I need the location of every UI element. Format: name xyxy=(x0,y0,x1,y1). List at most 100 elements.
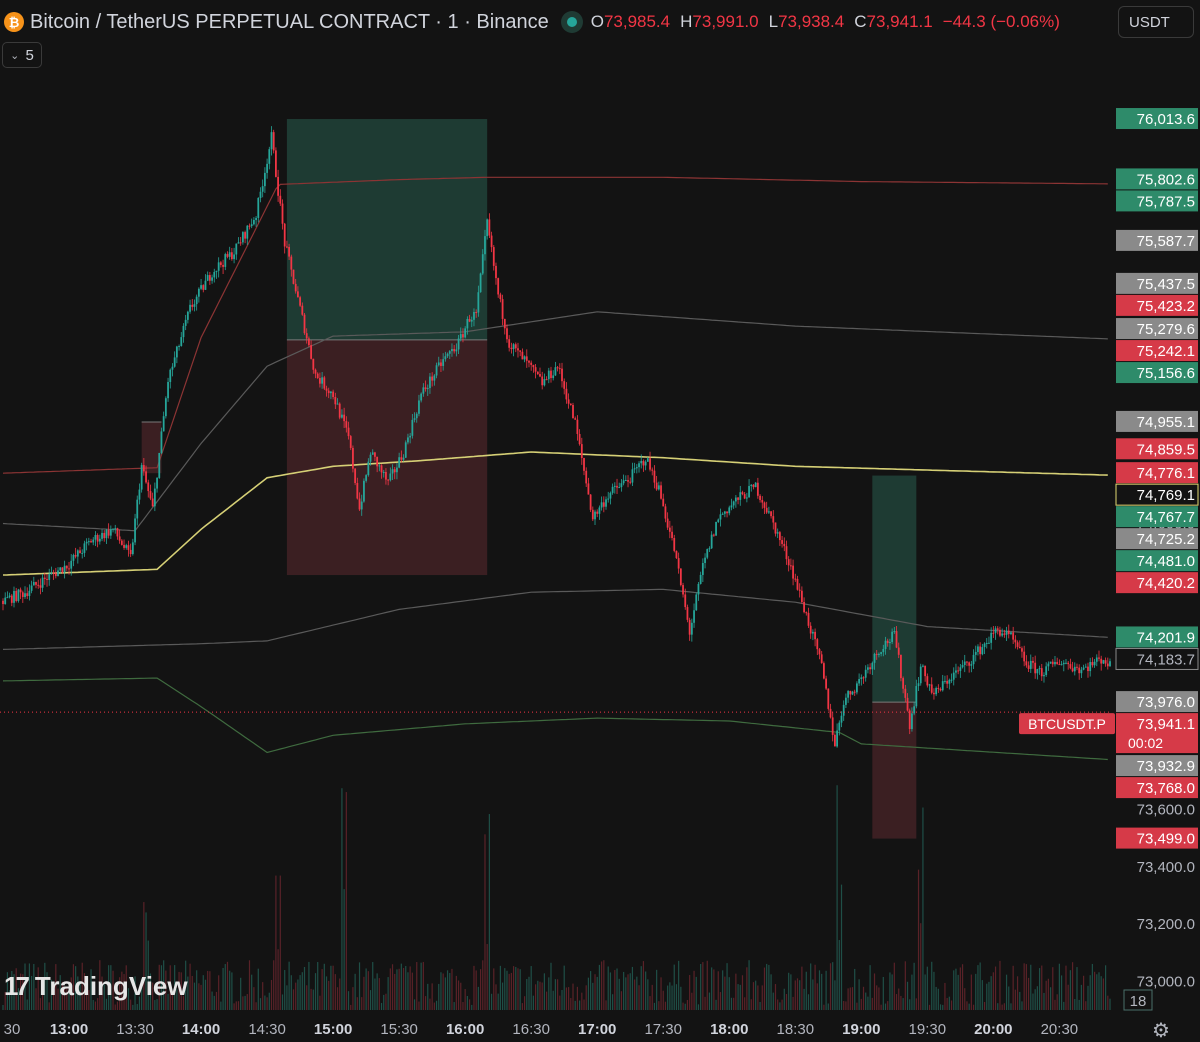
volume-bar xyxy=(94,1001,97,1010)
candle-body xyxy=(374,452,376,457)
candle-body xyxy=(327,390,330,394)
candle-body xyxy=(902,678,905,689)
volume-bar xyxy=(4,991,6,1010)
candle-body xyxy=(662,498,665,507)
candle-body xyxy=(479,273,482,293)
gear-icon[interactable]: ⚙ xyxy=(1152,1020,1170,1042)
candle-body xyxy=(845,697,847,705)
candle-body xyxy=(730,505,733,508)
candle-body xyxy=(719,514,722,520)
candle-body xyxy=(153,488,156,507)
volume-bar xyxy=(136,1004,138,1010)
candle-body xyxy=(616,485,618,488)
volume-bar xyxy=(405,966,407,1010)
volume-bar xyxy=(226,961,229,1010)
volume-bar xyxy=(92,1000,94,1010)
price-label: 73,976.0 xyxy=(1116,691,1198,713)
volume-bar xyxy=(532,995,534,1010)
volume-bar xyxy=(409,966,411,1010)
candle-body xyxy=(510,347,513,350)
candle-body xyxy=(723,511,726,514)
volume-bar xyxy=(1019,991,1021,1010)
candle-body xyxy=(715,521,717,536)
price-label-box xyxy=(1115,483,1199,506)
volume-bar xyxy=(50,979,53,1010)
volume-bar xyxy=(358,962,361,1010)
volume-bar xyxy=(361,997,363,1010)
tradingview-logo[interactable]: 17 TradingView xyxy=(4,968,188,1004)
candle-body xyxy=(572,404,574,419)
volume-bar xyxy=(39,998,42,1010)
volume-bar xyxy=(882,976,884,1010)
volume-bar xyxy=(1054,999,1056,1010)
price-label-box xyxy=(1116,229,1198,251)
volume-bar xyxy=(816,983,818,1010)
volume-bar xyxy=(739,984,741,1010)
candle-body xyxy=(136,499,139,519)
candle-body xyxy=(206,275,209,281)
volume-bar xyxy=(1065,965,1067,1010)
candle-body xyxy=(239,242,242,244)
candle-body xyxy=(332,391,335,398)
volume-bar xyxy=(108,965,110,1010)
volume-bar xyxy=(497,993,499,1010)
volume-bar xyxy=(420,962,422,1010)
candle-body xyxy=(682,585,684,595)
candle-body xyxy=(519,350,522,352)
volume-bar xyxy=(942,1004,944,1010)
candle-body xyxy=(486,219,489,237)
candle-body xyxy=(547,370,550,380)
price-label-text: 73,976.0 xyxy=(1137,694,1195,711)
volume-bar xyxy=(336,987,339,1010)
price-label-text: 75,242.1 xyxy=(1137,343,1195,360)
candle-body xyxy=(107,529,110,536)
candle-body xyxy=(541,376,544,386)
candle-body xyxy=(180,337,183,347)
candle-body xyxy=(1047,663,1050,667)
volume-bar xyxy=(165,970,167,1010)
volume-bar xyxy=(999,960,1001,1010)
change-value: −44.3 (−0.06%) xyxy=(942,12,1060,31)
candle-body xyxy=(120,540,123,545)
symbol-title[interactable]: Bitcoin / TetherUS PERPETUAL CONTRACT · … xyxy=(30,10,549,33)
candle-body xyxy=(600,502,603,508)
candle-body xyxy=(862,677,865,679)
volume-bar xyxy=(625,977,627,1010)
price-label-text: 74,776.1 xyxy=(1137,465,1195,482)
candle-body xyxy=(704,557,706,563)
candle-body xyxy=(330,391,332,394)
volume-bar xyxy=(442,973,444,1010)
price-label: 74,201.9 xyxy=(1116,626,1198,648)
candle-body xyxy=(68,568,70,570)
volume-bar xyxy=(356,997,358,1010)
market-status-icon[interactable] xyxy=(560,11,583,33)
volume-bar xyxy=(127,988,130,1010)
volume-bar xyxy=(895,994,898,1010)
price-label: 73,499.0 xyxy=(1116,827,1198,849)
volume-bar xyxy=(413,999,416,1010)
volume-bar xyxy=(301,972,303,1010)
volume-bar xyxy=(198,983,200,1010)
indicators-toggle[interactable]: ⌄ 5 xyxy=(2,42,42,68)
volume-bar xyxy=(658,1001,660,1010)
candle-body xyxy=(202,285,205,290)
volume-bar xyxy=(748,960,750,1010)
currency-selector[interactable]: USDT xyxy=(1118,6,1194,38)
candle-body xyxy=(409,435,412,438)
price-label-text: 74,183.7 xyxy=(1137,651,1195,668)
volume-bar xyxy=(277,949,279,1010)
candle-body xyxy=(63,565,66,573)
volume-bar xyxy=(867,996,869,1010)
candle-body xyxy=(387,479,390,481)
candle-body xyxy=(497,278,500,295)
volume-bar xyxy=(768,964,770,1010)
candle-body xyxy=(981,647,984,655)
volume-bar xyxy=(317,962,319,1010)
volume-bar xyxy=(642,961,645,1010)
volume-bar xyxy=(1102,978,1104,1010)
candle-body xyxy=(382,472,385,474)
volume-bar xyxy=(68,990,70,1010)
band-lower xyxy=(2,677,1108,761)
candle-body xyxy=(613,485,616,487)
